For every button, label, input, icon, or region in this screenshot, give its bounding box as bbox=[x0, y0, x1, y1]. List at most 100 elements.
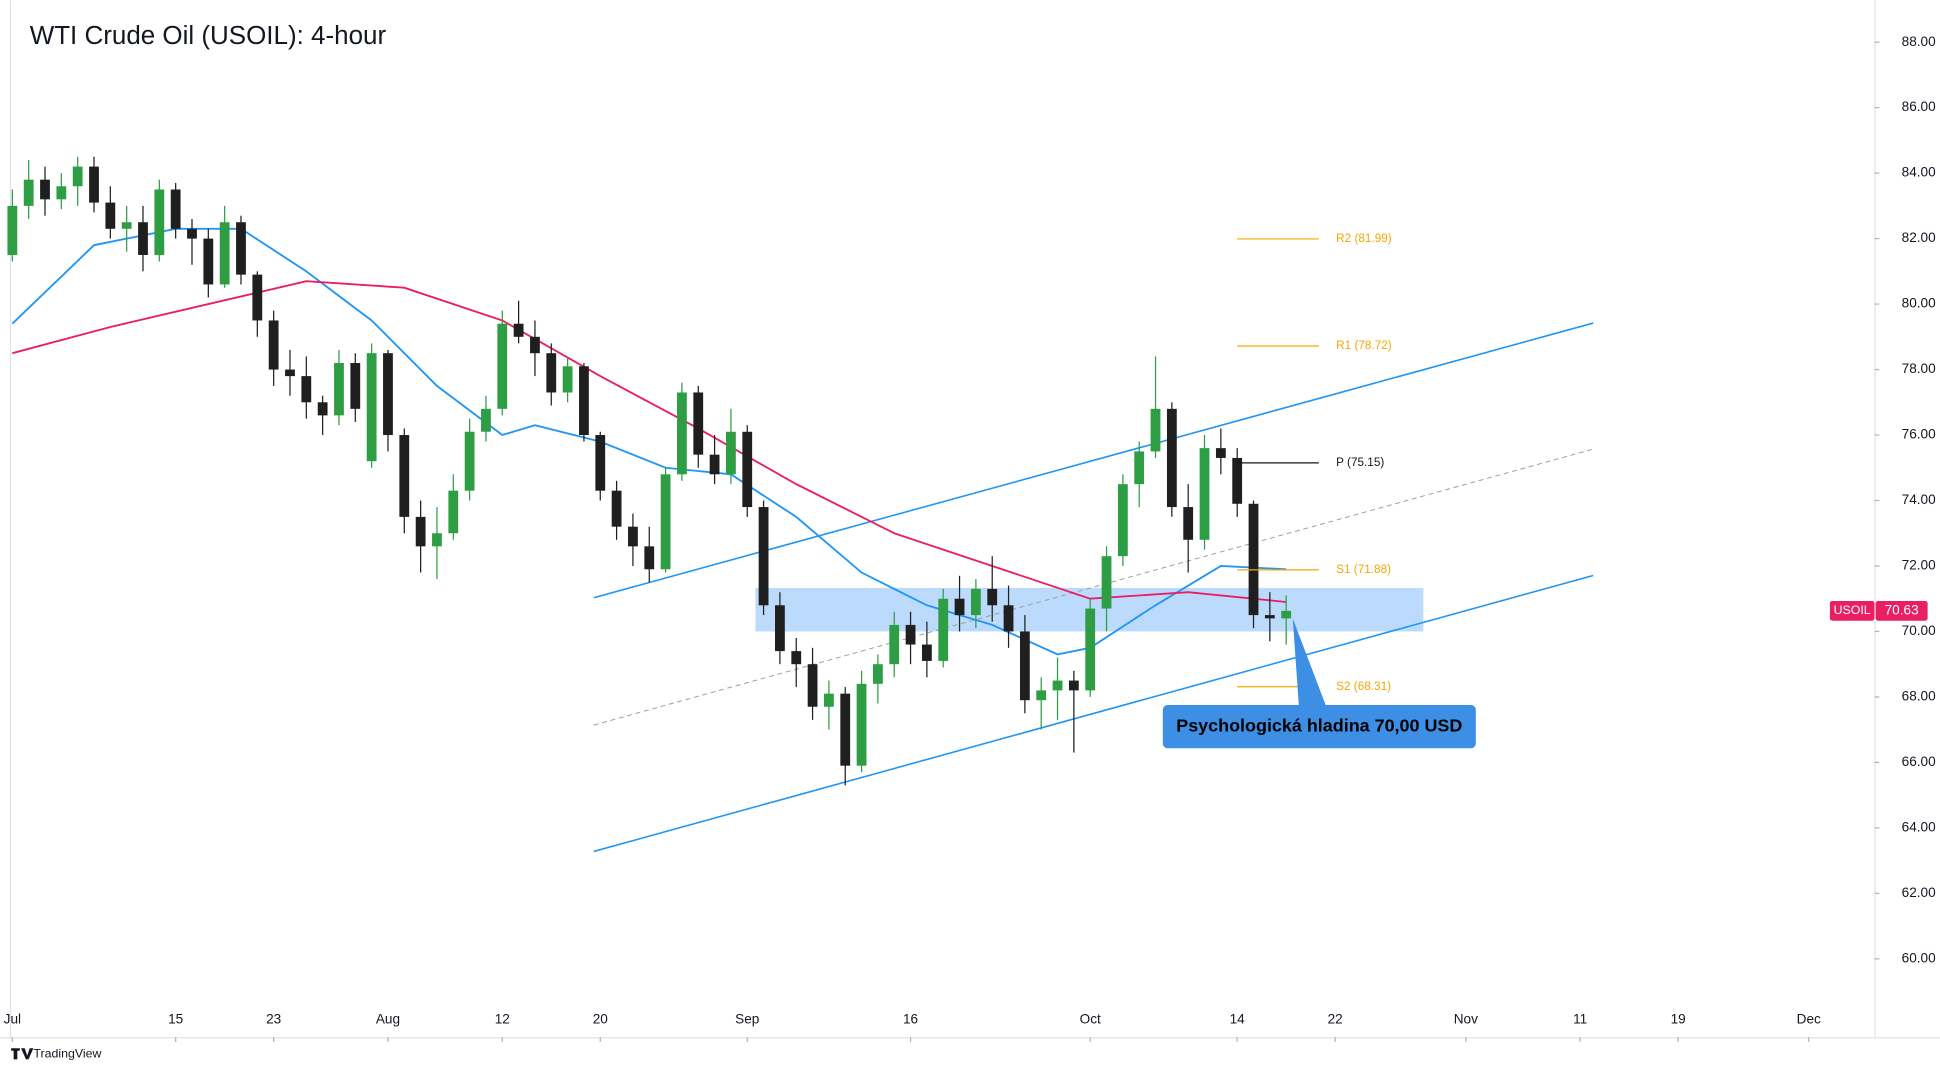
candle-body bbox=[285, 369, 295, 377]
candle-body bbox=[1215, 448, 1226, 458]
y-tick-label: 82.00 bbox=[1902, 230, 1936, 245]
candle-body bbox=[546, 353, 557, 393]
pivot-label: R2 (81.99) bbox=[1336, 232, 1392, 245]
candle-body bbox=[938, 598, 949, 661]
pivot-label: S1 (71.88) bbox=[1336, 563, 1391, 576]
candle-body bbox=[154, 189, 165, 255]
x-tick-label: Aug bbox=[376, 1011, 400, 1026]
candle-body bbox=[56, 186, 67, 200]
candle-body bbox=[726, 431, 736, 475]
pivot-label: S2 (68.31) bbox=[1336, 680, 1391, 693]
candle-body bbox=[611, 490, 622, 527]
candle-body bbox=[677, 392, 687, 475]
candle-body bbox=[268, 320, 279, 370]
candle-body bbox=[709, 454, 720, 475]
logo-icon bbox=[11, 1048, 34, 1060]
x-tick-label: 22 bbox=[1328, 1011, 1343, 1026]
y-tick-label: 84.00 bbox=[1902, 165, 1936, 180]
price-tag-value: 70.63 bbox=[1885, 602, 1919, 617]
candle-body bbox=[121, 222, 132, 229]
candle-body bbox=[644, 546, 655, 570]
candle-body bbox=[1085, 608, 1096, 691]
candle-body bbox=[1166, 408, 1177, 508]
candle-body bbox=[7, 205, 18, 255]
candle-body bbox=[628, 526, 638, 547]
x-tick-label: 20 bbox=[593, 1011, 609, 1026]
y-tick-label: 80.00 bbox=[1902, 296, 1936, 311]
annotation-text: Psychologická hladina 70,00 USD bbox=[1176, 715, 1462, 735]
candle-body bbox=[562, 366, 573, 393]
candle-body bbox=[187, 228, 197, 239]
candle-body bbox=[1019, 631, 1030, 701]
x-tick-label: 11 bbox=[1573, 1011, 1587, 1026]
candle-body bbox=[889, 624, 900, 665]
candle-body bbox=[579, 366, 589, 436]
candle-body bbox=[170, 189, 181, 229]
candle-body bbox=[464, 431, 475, 491]
candle-body bbox=[1264, 615, 1275, 619]
candle-body bbox=[921, 644, 932, 661]
y-tick-label: 78.00 bbox=[1902, 361, 1936, 376]
candle-body bbox=[1134, 451, 1145, 485]
x-tick-label: 23 bbox=[266, 1011, 281, 1026]
candle-body bbox=[791, 651, 802, 665]
annotation-box bbox=[1162, 704, 1476, 749]
candle-body bbox=[840, 693, 851, 766]
price-tag-symbol: USOIL bbox=[1834, 603, 1871, 617]
candle-body bbox=[807, 664, 818, 707]
candle-body bbox=[1052, 680, 1063, 691]
y-tick-label: 68.00 bbox=[1902, 689, 1936, 704]
y-tick-label: 64.00 bbox=[1902, 819, 1936, 834]
y-tick-label: 72.00 bbox=[1902, 558, 1936, 573]
candle-body bbox=[1150, 408, 1161, 452]
y-tick-label: 86.00 bbox=[1902, 99, 1936, 114]
chart-title: WTI Crude Oil (USOIL): 4-hour bbox=[30, 20, 387, 50]
x-tick-label: 15 bbox=[168, 1011, 183, 1026]
x-tick-label: 14 bbox=[1230, 1011, 1246, 1026]
candle-body bbox=[432, 533, 442, 547]
candle-body bbox=[1183, 507, 1194, 540]
candle-body bbox=[954, 598, 965, 616]
candle-body bbox=[383, 353, 393, 436]
candle-body bbox=[481, 408, 491, 432]
candle-body bbox=[1117, 484, 1128, 557]
price-tag-bg bbox=[1875, 600, 1928, 621]
candle-body bbox=[23, 179, 34, 206]
x-tick-label: 19 bbox=[1671, 1011, 1686, 1026]
candle-body bbox=[252, 274, 263, 321]
pivot-label: R1 (78.72) bbox=[1336, 339, 1392, 352]
candle-body bbox=[105, 202, 116, 229]
candle-body bbox=[693, 392, 704, 455]
x-tick-label: Oct bbox=[1080, 1011, 1101, 1026]
candle-body bbox=[905, 624, 916, 645]
candle-body bbox=[1199, 448, 1210, 540]
candle-body bbox=[660, 474, 671, 570]
x-tick-label: Jul bbox=[4, 1011, 21, 1026]
pivot-label: P (75.15) bbox=[1336, 456, 1384, 469]
x-tick-label: 12 bbox=[495, 1011, 510, 1026]
candle-body bbox=[595, 435, 606, 491]
candle-body bbox=[40, 179, 50, 200]
candle-body bbox=[203, 238, 214, 285]
x-tick-label: Dec bbox=[1797, 1011, 1821, 1026]
footer-logo: TradingView bbox=[11, 1047, 101, 1061]
candle-body bbox=[530, 336, 540, 354]
candle-body bbox=[350, 363, 361, 409]
candle-body bbox=[415, 516, 426, 547]
candle-body bbox=[334, 363, 344, 416]
candle-body bbox=[970, 588, 981, 616]
candle-body bbox=[301, 376, 312, 403]
candle-body bbox=[1248, 503, 1259, 616]
y-tick-label: 88.00 bbox=[1902, 34, 1936, 49]
candle-body bbox=[742, 431, 753, 508]
candle-body bbox=[872, 664, 883, 684]
y-tick-label: 70.00 bbox=[1902, 623, 1936, 638]
y-tick-label: 60.00 bbox=[1902, 950, 1936, 965]
candle-body bbox=[1003, 605, 1014, 632]
moving-average bbox=[12, 280, 1287, 603]
candle-body bbox=[1101, 556, 1112, 609]
candle-body bbox=[72, 166, 83, 187]
y-tick-label: 66.00 bbox=[1902, 754, 1936, 769]
